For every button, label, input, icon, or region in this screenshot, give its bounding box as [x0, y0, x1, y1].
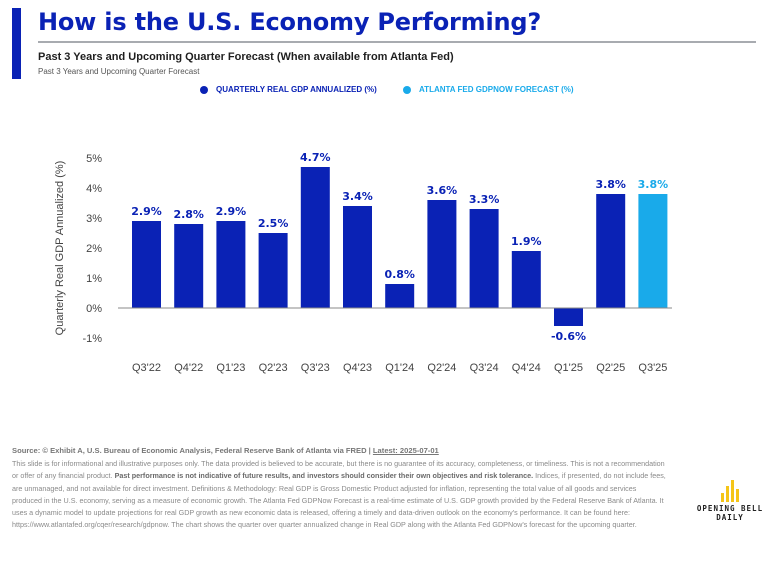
data-label: 3.8% — [595, 178, 626, 191]
page-title: How is the U.S. Economy Performing? — [38, 8, 542, 36]
legend-item-gdpnow: ATLANTA FED GDPNOW FORECAST (%) — [403, 85, 574, 94]
x-tick-label: Q4'24 — [512, 362, 541, 374]
bar-Q124 — [385, 284, 415, 308]
data-label: 2.8% — [173, 208, 204, 221]
y-tick-label: -1% — [82, 333, 102, 345]
y-tick-label: 4% — [86, 183, 102, 195]
logo-text-line1: OPENING BELL — [696, 504, 764, 513]
y-tick-label: 5% — [86, 153, 102, 165]
x-axis: Q3'22 Q4'22 Q1'23 Q2'23 Q3'23 Q4'23 Q1'24 Q2'24… — [118, 307, 672, 374]
y-axis: 5% 4% 3% 2% 1% 0% -1% — [82, 153, 102, 345]
y-tick-label: 1% — [86, 273, 102, 285]
bar-Q423 — [343, 206, 372, 308]
bar-Q422 — [174, 224, 204, 308]
footer: Source: © Exhibit A, U.S. Bureau of Econ… — [12, 445, 667, 531]
source-text: Source: © Exhibit A, U.S. Bureau of Econ… — [12, 446, 373, 455]
opening-bell-daily-logo: OPENING BELL DAILY — [690, 480, 770, 522]
x-tick-label: Q3'23 — [301, 362, 330, 374]
x-tick-label: Q3'22 — [132, 362, 161, 374]
y-tick-label: 0% — [86, 303, 102, 315]
x-tick-label: Q2'23 — [259, 362, 288, 374]
data-label: 0.8% — [384, 268, 415, 281]
x-tick-label: Q1'24 — [385, 362, 414, 374]
x-tick-label: Q2'24 — [427, 362, 456, 374]
x-tick-label: Q3'24 — [470, 362, 499, 374]
bar-Q123 — [216, 221, 246, 308]
bar-Q223 — [258, 233, 288, 308]
bar-Q225 — [596, 194, 626, 308]
data-label: 3.4% — [342, 190, 373, 203]
legend-swatch-gdpnow — [403, 85, 411, 94]
data-label: 4.7% — [300, 151, 331, 164]
data-label: 1.9% — [511, 235, 542, 248]
data-label: 2.9% — [131, 205, 162, 218]
x-tick-label: Q1'25 — [554, 362, 583, 374]
source-line: Source: © Exhibit A, U.S. Bureau of Econ… — [12, 445, 667, 457]
bar-Q224 — [427, 200, 457, 308]
x-tick-label: Q4'23 — [343, 362, 372, 374]
bar-Q424 — [511, 251, 541, 308]
data-label: 2.9% — [216, 205, 247, 218]
data-label: 3.6% — [427, 184, 458, 197]
bars — [132, 167, 668, 326]
data-label: 3.3% — [469, 193, 500, 206]
bar-chart: 5% 4% 3% 2% 1% 0% -1% 2.9% 2.8% 2.9% 2.5% 4.7% 3.4%… — [54, 151, 672, 374]
title-accent-bar — [12, 8, 21, 79]
chart-subsubtitle: Past 3 Years and Upcoming Quarter Foreca… — [38, 67, 200, 76]
latest-date: Latest: 2025-07-01 — [372, 446, 439, 455]
x-tick-label: Q2'25 — [596, 362, 625, 374]
data-label: 3.8% — [638, 178, 669, 191]
bar-Q323 — [300, 167, 330, 308]
bar-Q325 — [638, 194, 668, 308]
x-tick-label: Q1'23 — [216, 362, 245, 374]
logo-text-line2: DAILY — [716, 513, 744, 522]
bar-Q125 — [554, 308, 583, 326]
title-divider — [38, 41, 756, 43]
chart-subtitle: Past 3 Years and Upcoming Quarter Foreca… — [38, 51, 454, 63]
bar-Q324 — [469, 209, 499, 308]
y-axis-title: Quarterly Real GDP Annualized (%) — [54, 161, 66, 336]
x-tick-label: Q3'25 — [638, 362, 667, 374]
x-tick-label: Q4'22 — [174, 362, 203, 374]
disclaimer: This slide is for informational and illu… — [12, 458, 667, 531]
chart-legend: QUARTERLY REAL GDP ANNUALIZED (%) ATLANT… — [0, 85, 779, 99]
y-tick-label: 2% — [86, 243, 102, 255]
data-labels: 2.9% 2.8% 2.9% 2.5% 4.7% 3.4% 0.8% 3.6% 3.3% 1.9%… — [131, 151, 668, 343]
legend-item-gdp: QUARTERLY REAL GDP ANNUALIZED (%) — [200, 85, 377, 94]
legend-label-gdpnow: ATLANTA FED GDPNOW FORECAST (%) — [419, 85, 574, 94]
bar-Q322 — [132, 221, 161, 308]
logo-bars-icon — [690, 480, 770, 502]
disclaimer-part-2: Indices, if presented, do not include fe… — [12, 471, 666, 530]
y-tick-label: 3% — [86, 213, 102, 225]
legend-label-gdp: QUARTERLY REAL GDP ANNUALIZED (%) — [216, 85, 377, 94]
disclaimer-bold: Past performance is not indicative of fu… — [114, 471, 534, 481]
legend-swatch-gdp — [200, 85, 208, 94]
disclaimer-part-1: This slide is for informational and illu… — [12, 459, 665, 481]
data-label: -0.6% — [551, 330, 586, 343]
data-label: 2.5% — [258, 217, 289, 230]
